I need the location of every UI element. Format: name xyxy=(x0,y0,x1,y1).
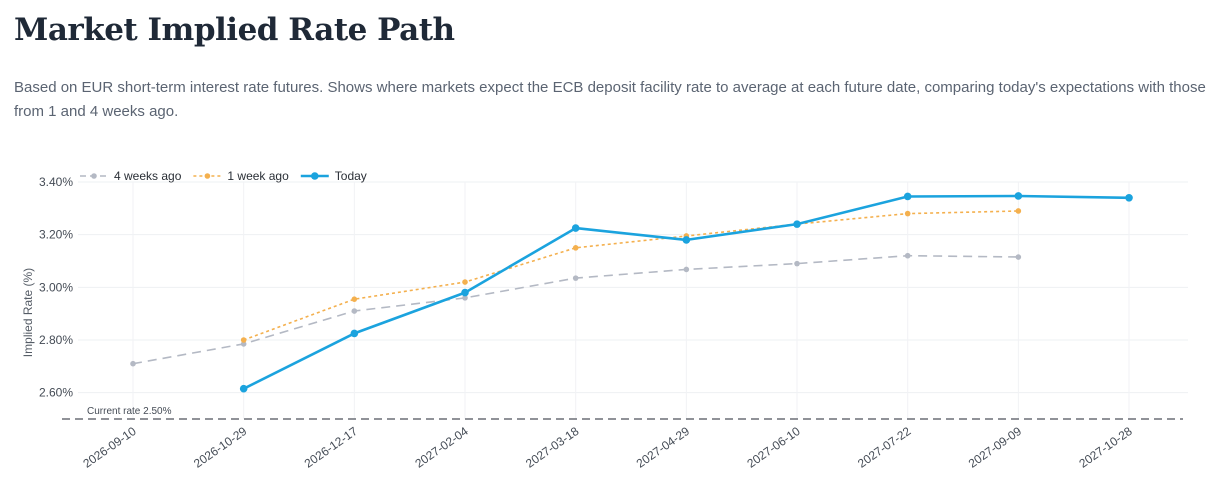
data-point-today xyxy=(461,288,469,297)
data-point-4-weeks-ago xyxy=(794,260,800,267)
data-point-1-week-ago xyxy=(351,296,358,302)
legend-label: 4 weeks ago xyxy=(114,169,182,183)
x-tick-label: 2027-03-18 xyxy=(523,424,582,471)
data-point-1-week-ago xyxy=(572,245,579,251)
x-tick-label: 2027-07-22 xyxy=(855,424,914,471)
y-axis-title: Implied Rate (%) xyxy=(21,268,35,357)
data-point-today xyxy=(239,384,248,393)
y-tick-label: 3.40% xyxy=(39,175,73,189)
x-tick-label: 2027-10-28 xyxy=(1076,424,1135,471)
x-tick-label: 2027-02-04 xyxy=(412,424,471,471)
chart-legend[interactable]: 4 weeks ago 1 week ago Today xyxy=(80,169,367,183)
legend-label: Today xyxy=(335,169,367,183)
chart-series xyxy=(130,192,1133,393)
data-point-4-weeks-ago xyxy=(904,252,911,259)
data-point-4-weeks-ago xyxy=(240,341,247,347)
rate-path-chart: 2.60% 2.80% 3.00% 3.20% 3.40% Implied Rate (… xyxy=(21,169,1188,471)
data-point-today xyxy=(793,220,801,228)
legend-item-1-week-ago[interactable]: 1 week ago xyxy=(193,169,289,183)
data-point-1-week-ago xyxy=(240,337,247,343)
data-point-1-week-ago xyxy=(904,210,911,217)
data-point-4-weeks-ago xyxy=(462,295,468,301)
x-tick-label: 2026-10-29 xyxy=(191,424,250,471)
series-line-1-week-ago xyxy=(243,210,1019,341)
legend-label: 1 week ago xyxy=(227,169,289,183)
data-point-4-weeks-ago xyxy=(351,308,358,314)
data-point-today xyxy=(350,329,359,338)
y-axis-ticks: 2.60% 2.80% 3.00% 3.20% 3.40% xyxy=(39,175,73,400)
y-tick-label: 3.00% xyxy=(39,280,73,294)
data-point-4-weeks-ago xyxy=(572,275,579,281)
x-tick-label: 2027-09-09 xyxy=(966,424,1025,471)
data-point-today xyxy=(571,224,580,232)
legend-swatch-marker xyxy=(91,173,97,179)
x-tick-label: 2026-12-17 xyxy=(302,424,361,471)
page-subtitle: Based on EUR short-term interest rate fu… xyxy=(14,79,1206,120)
x-tick-label: 2026-09-10 xyxy=(80,424,139,471)
legend-swatch-marker xyxy=(310,172,319,180)
legend-item-today[interactable]: Today xyxy=(300,169,367,183)
y-tick-label: 3.20% xyxy=(39,228,73,242)
current-rate-label: Current rate 2.50% xyxy=(87,406,172,417)
data-point-4-weeks-ago xyxy=(683,266,690,273)
current-rate-reference: Current rate 2.50% xyxy=(62,406,1183,420)
data-point-4-weeks-ago xyxy=(130,360,136,367)
y-tick-label: 2.80% xyxy=(39,333,73,347)
y-tick-label: 2.60% xyxy=(39,386,73,400)
data-point-1-week-ago xyxy=(1015,208,1022,214)
x-tick-label: 2027-04-29 xyxy=(634,424,693,471)
page-title: Market Implied Rate Path xyxy=(14,12,455,48)
data-point-today xyxy=(1125,194,1133,202)
data-point-today xyxy=(1014,192,1023,200)
data-point-today xyxy=(682,236,691,244)
legend-item-4-weeks-ago[interactable]: 4 weeks ago xyxy=(80,169,182,183)
chart-gridlines xyxy=(78,181,1188,419)
legend-swatch-marker xyxy=(204,173,211,179)
data-point-today xyxy=(903,192,912,201)
x-axis-ticks: 2026-09-10 2026-10-29 2026-12-17 2027-02-04… xyxy=(80,424,1135,471)
data-point-1-week-ago xyxy=(462,279,468,285)
x-tick-label: 2027-06-10 xyxy=(744,424,803,471)
data-point-4-weeks-ago xyxy=(1015,254,1022,260)
